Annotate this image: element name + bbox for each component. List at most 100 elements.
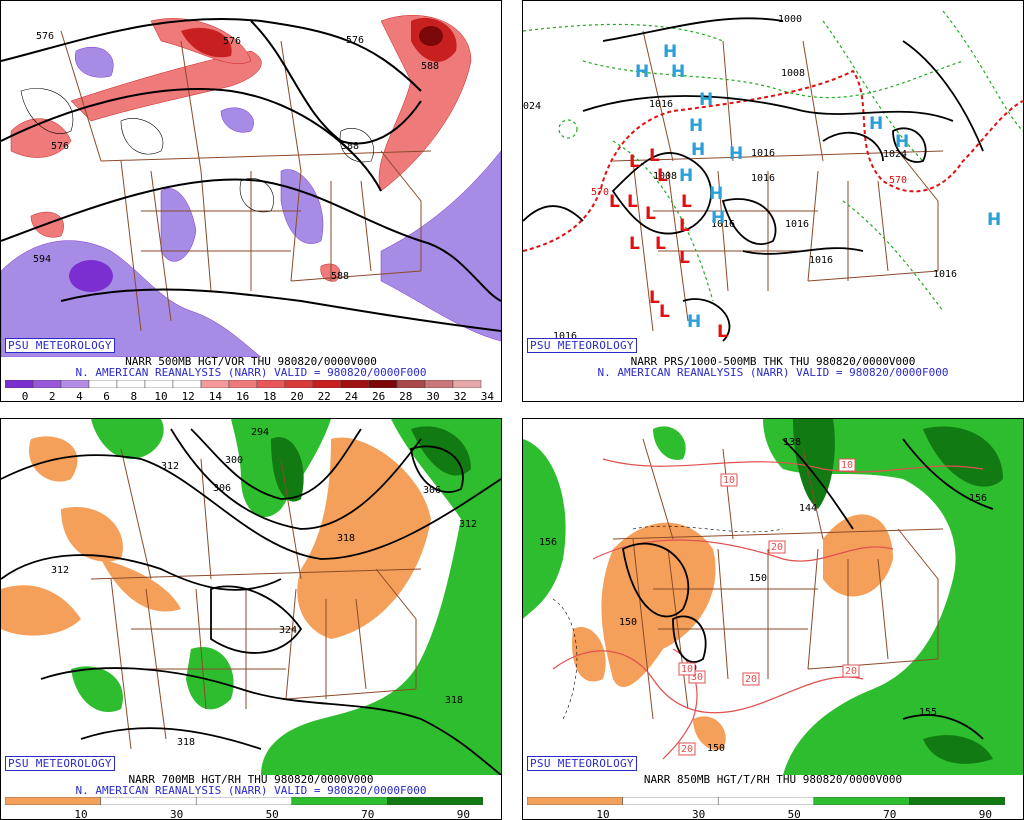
colorbar-label: 26 xyxy=(371,390,386,402)
contour-label: 588 xyxy=(421,61,439,72)
colorbar-label: 90 xyxy=(456,808,471,820)
colorbar-swatch xyxy=(228,380,258,388)
colorbar-swatch xyxy=(172,380,202,388)
vorticity-colorbar-labels: 0 2 4 6 8 10 12 14 16 18 20 22 24 26 28 30 32 34 xyxy=(1,390,501,402)
colorbar-label: 12 xyxy=(181,390,195,402)
dry-areas xyxy=(572,514,893,750)
contour-label: 300 xyxy=(225,455,243,466)
colorbar-label: 30 xyxy=(169,808,184,820)
contour-label: 312 xyxy=(161,461,179,472)
low-center: L xyxy=(629,152,640,172)
colorbar-swatch xyxy=(527,797,623,805)
colorbar-label: 8 xyxy=(130,390,138,402)
vorticity-map: 576 576 576 576 588 588 588 594 xyxy=(1,1,501,357)
isobar-label: 1000 xyxy=(778,14,802,25)
high-center: H xyxy=(709,184,723,204)
contour-label: 588 xyxy=(331,271,349,282)
colorbar-label: 30 xyxy=(691,808,706,820)
colorbar-swatch xyxy=(200,380,230,388)
isobar-label: 1016 xyxy=(809,255,833,266)
isobar-labels: 1000 1008 1016 1016 1016 1016 1024 024 1… xyxy=(523,14,957,342)
contour-label: 588 xyxy=(341,141,359,152)
colorbar-label: 10 xyxy=(596,808,610,820)
political-borders xyxy=(612,30,944,332)
height-label: 150 xyxy=(707,743,725,754)
high-center: H xyxy=(663,42,677,62)
colorbar-swatch xyxy=(144,380,174,388)
high-center: H xyxy=(711,208,725,228)
political-borders xyxy=(60,30,432,332)
thickness-label: 570 xyxy=(591,187,609,198)
contour-labels: 294 300 306 312 312 318 324 312 318 318 … xyxy=(51,427,477,748)
low-center: L xyxy=(649,288,660,308)
colorbar-label: 14 xyxy=(208,390,223,402)
low-center: L xyxy=(629,234,640,254)
political-borders xyxy=(90,448,422,750)
colorbar-label: 50 xyxy=(265,808,279,820)
colorbar-swatch xyxy=(368,380,398,388)
low-center: L xyxy=(681,192,692,212)
height-label: 156 xyxy=(539,537,557,548)
thickness-contours xyxy=(523,10,1023,312)
temperature-label: 10 xyxy=(841,460,853,471)
isobar-label: 1016 xyxy=(649,99,673,110)
colorbar-label: 2 xyxy=(48,390,56,402)
contour-label: 312 xyxy=(51,565,69,576)
colorbar-swatch xyxy=(312,380,342,388)
panel-sea-level-pressure-thickness: 1000 1008 1016 1016 1016 1016 1024 024 1… xyxy=(522,0,1024,402)
product-title: NARR 850MB HGT/T/RH THU 980820/0000V000 xyxy=(643,773,903,786)
isobar-label: 024 xyxy=(523,101,541,112)
saturated-areas xyxy=(271,426,471,502)
colorbar-swatch xyxy=(88,380,118,388)
product-title: NARR PRS/1000-500MB THK THU 980820/0000V… xyxy=(630,355,916,368)
colorbar-label: 16 xyxy=(235,390,250,402)
high-center: H xyxy=(689,116,703,136)
rh700-map: 294 300 306 312 312 318 324 312 318 318 … xyxy=(1,419,501,775)
vorticity-colorbar xyxy=(5,380,482,388)
isobar-label: 1024 xyxy=(883,149,907,160)
high-center: H xyxy=(987,210,1001,230)
political-borders xyxy=(612,438,944,720)
secondary-contours xyxy=(552,525,784,720)
thickness-label: 570 xyxy=(889,175,907,186)
rh-colorbar-labels: 10 30 50 70 90 xyxy=(1,808,501,820)
contour-label: 576 xyxy=(36,31,54,42)
contour-label: 318 xyxy=(177,737,195,748)
colorbar-label: 70 xyxy=(883,808,897,820)
valid-time-line: N. AMERICAN REANALYSIS (NARR) VALID = 98… xyxy=(75,366,427,379)
t850-map-graphic: 138 144 156 150 150 156 150 155 150 10 1… xyxy=(523,419,1023,775)
vorticity-max-core xyxy=(419,26,443,46)
valid-time-line: N. AMERICAN REANALYSIS (NARR) VALID = 98… xyxy=(597,366,949,379)
contour-label: 312 xyxy=(459,519,477,530)
colorbar-swatch xyxy=(909,797,1005,805)
panel-700mb-relative-humidity: 294 300 306 312 312 318 324 312 318 318 … xyxy=(0,418,502,820)
isobar-label: 1016 xyxy=(711,219,735,230)
colorbar-swatch xyxy=(284,380,314,388)
psu-meteorology-badge: PSU METEOROLOGY xyxy=(527,338,637,353)
colorbar-label: 24 xyxy=(344,390,359,402)
temperature-label: 20 xyxy=(845,666,857,677)
colorbar-label: 34 xyxy=(480,390,495,402)
colorbar-swatch xyxy=(195,797,293,805)
psu-meteorology-badge: PSU METEOROLOGY xyxy=(5,756,115,771)
contour-label: 324 xyxy=(279,625,297,636)
high-center: H xyxy=(869,114,883,134)
colorbar-swatch xyxy=(32,380,62,388)
high-center: H xyxy=(729,144,743,164)
high-center: H xyxy=(687,312,701,332)
low-center: L xyxy=(679,216,690,236)
colorbar-label: 10 xyxy=(154,390,168,402)
high-center: H xyxy=(635,62,649,82)
colorbar-swatch xyxy=(424,380,454,388)
colorbar-label: 32 xyxy=(453,390,467,402)
high-center: H xyxy=(691,140,705,160)
colorbar-label: 18 xyxy=(263,390,277,402)
high-center: H xyxy=(679,166,693,186)
low-center: L xyxy=(655,234,666,254)
colorbar-swatch xyxy=(60,380,90,388)
colorbar-label: 28 xyxy=(399,390,413,402)
low-center: L xyxy=(649,146,660,166)
height-contours xyxy=(1,428,501,775)
thickness-570-contour xyxy=(523,69,1023,252)
isobar-label: 1016 xyxy=(751,148,775,159)
